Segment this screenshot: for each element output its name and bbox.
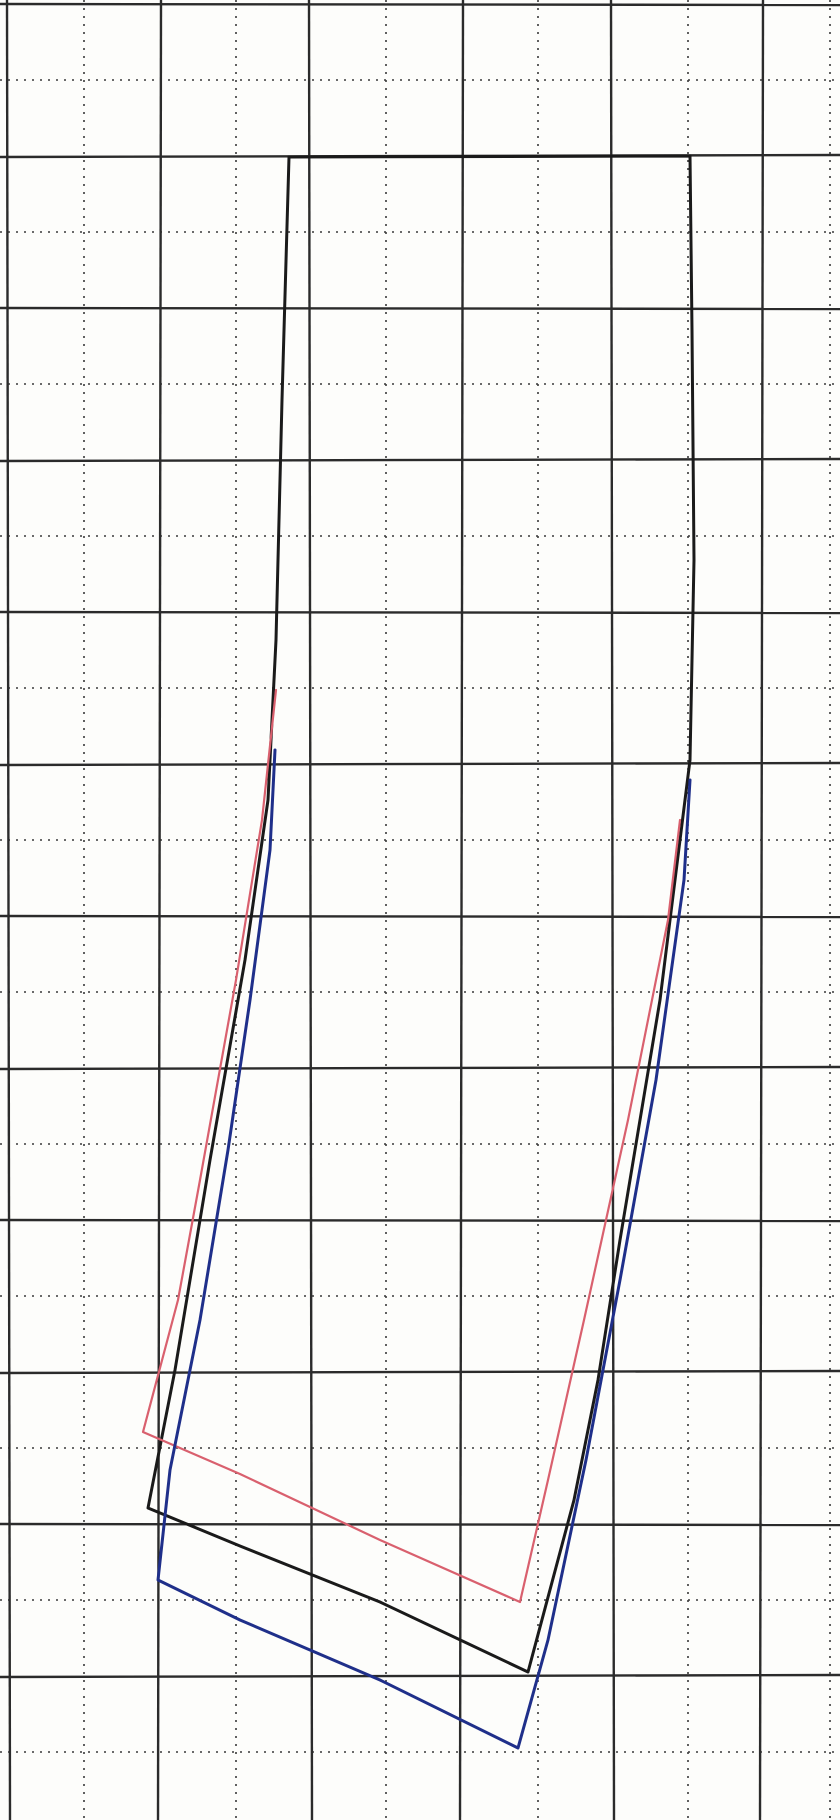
major-grid-line-horizontal bbox=[0, 763, 840, 765]
major-grid-line-horizontal bbox=[0, 308, 840, 309]
major-grid-line-horizontal bbox=[0, 1524, 840, 1525]
major-grid-line-horizontal bbox=[0, 612, 840, 613]
major-grid-line-horizontal bbox=[0, 1371, 840, 1373]
major-grid-line-vertical bbox=[611, 0, 614, 1820]
major-grid-line-vertical bbox=[7, 0, 10, 1820]
blue-outline bbox=[158, 750, 690, 1748]
major-grid-line-vertical bbox=[309, 0, 312, 1820]
major-grid-line-horizontal bbox=[0, 1675, 840, 1677]
major-grid-line-vertical bbox=[760, 0, 763, 1820]
red-outline bbox=[143, 690, 680, 1602]
major-grid-line-horizontal bbox=[0, 4, 840, 5]
major-grid-line-horizontal bbox=[0, 1067, 840, 1069]
major-grid-line-horizontal bbox=[0, 459, 840, 461]
major-grid-line-vertical bbox=[460, 0, 463, 1820]
major-grid-line-horizontal bbox=[0, 1220, 840, 1221]
major-grid-line-horizontal bbox=[0, 916, 840, 917]
